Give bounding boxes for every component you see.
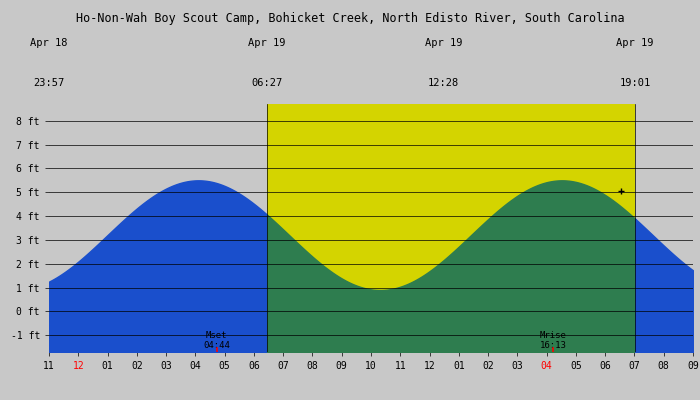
Text: Apr 19: Apr 19 xyxy=(616,38,654,48)
Bar xyxy=(49,104,267,352)
Bar xyxy=(267,104,635,352)
Text: Apr 18: Apr 18 xyxy=(30,38,68,48)
Text: 19:01: 19:01 xyxy=(620,78,651,88)
Text: Mrise
16:13: Mrise 16:13 xyxy=(540,331,566,350)
Text: 12:28: 12:28 xyxy=(428,78,459,88)
Text: Mset
04:44: Mset 04:44 xyxy=(203,331,230,350)
Text: Ho-Non-Wah Boy Scout Camp, Bohicket Creek, North Edisto River, South Carolina: Ho-Non-Wah Boy Scout Camp, Bohicket Cree… xyxy=(76,12,624,25)
Bar xyxy=(635,104,693,352)
Text: 23:57: 23:57 xyxy=(34,78,64,88)
Text: Apr 19: Apr 19 xyxy=(248,38,286,48)
Text: Apr 19: Apr 19 xyxy=(425,38,462,48)
Text: 06:27: 06:27 xyxy=(251,78,283,88)
